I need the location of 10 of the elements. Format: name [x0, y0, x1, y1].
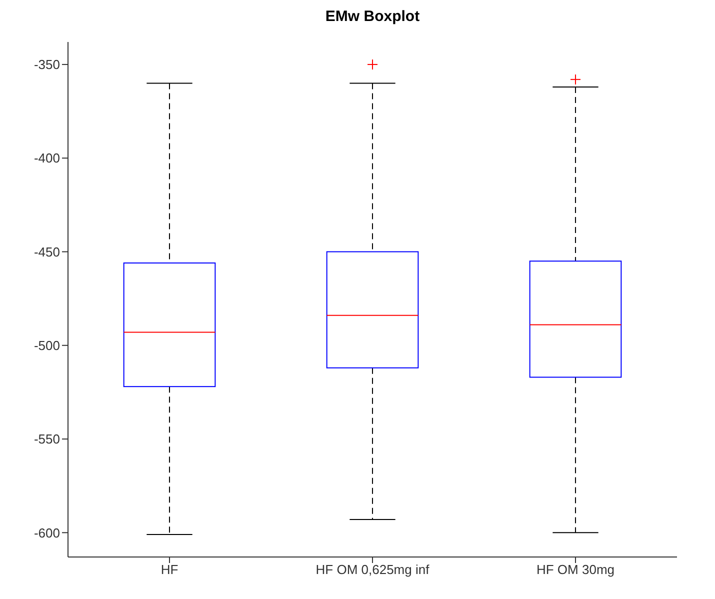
x-tick-label: HF OM 0,625mg inf	[316, 562, 430, 578]
x-tick-label: HF	[160, 562, 178, 578]
y-tick-label: -400	[34, 150, 60, 166]
y-tick-label: -550	[34, 432, 60, 447]
y-tick-label: -450	[34, 244, 60, 260]
y-tick-label: -600	[34, 525, 60, 540]
x-tick-label: HF OM 30mg	[536, 562, 615, 578]
chart-title: EMw Boxplot	[324, 8, 421, 27]
y-tick-label: -500	[34, 338, 60, 353]
y-tick-label: -350	[34, 57, 60, 72]
